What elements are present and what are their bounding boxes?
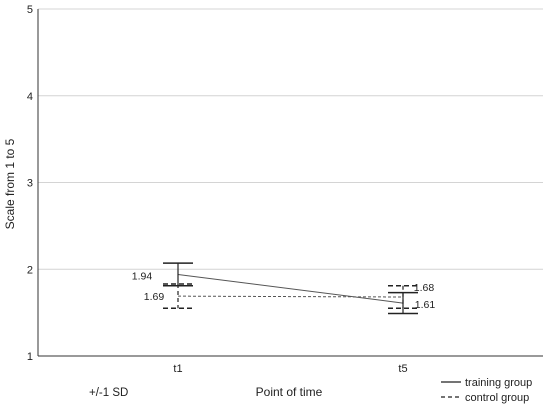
data-label-training-group-t5: 1.61 (415, 299, 436, 311)
y-tick-label-3: 3 (27, 178, 33, 190)
y-tick-label-1: 1 (27, 351, 33, 363)
y-tick-label-5: 5 (27, 4, 33, 16)
y-tick-label-4: 4 (27, 91, 33, 103)
legend: training group control group (441, 377, 532, 404)
y-axis-title: Scale from 1 to 5 (3, 138, 17, 229)
y-tick-label-2: 2 (27, 264, 33, 276)
legend-label-training-group: training group (465, 377, 532, 389)
data-label-layer: 1.94 1.61 1.69 1.68 (132, 270, 436, 311)
error-bar-layer (163, 262, 418, 315)
x-axis-title: Point of time (256, 385, 323, 399)
series-line-control-group (177, 295, 404, 298)
y-tick-labels: 1 2 3 4 5 (27, 4, 33, 363)
data-label-control-group-t5: 1.68 (414, 282, 435, 294)
x-tick-label-t1: t1 (173, 363, 182, 375)
legend-label-control-group: control group (465, 392, 529, 404)
series-layer (177, 273, 404, 304)
grid-layer (38, 8, 543, 270)
error-bar-note: +/-1 SD (89, 387, 128, 399)
data-label-control-group-t1: 1.69 (144, 291, 165, 303)
axis-layer (37, 9, 543, 357)
series-line-training-group (177, 273, 404, 304)
data-label-training-group-t1: 1.94 (132, 270, 153, 282)
x-tick-label-t5: t5 (398, 363, 407, 375)
x-tick-labels: t1 t5 (173, 363, 407, 375)
